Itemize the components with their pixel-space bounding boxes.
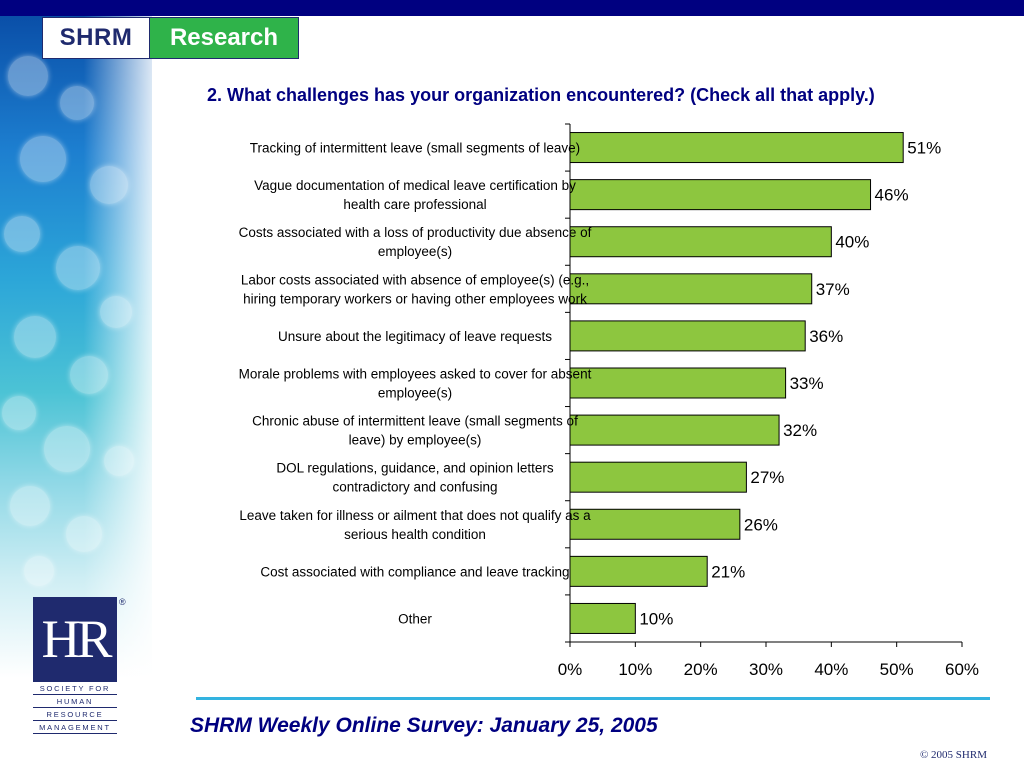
bar-value-label: 33% <box>790 374 824 393</box>
hr-word-4: MANAGEMENT <box>33 720 117 734</box>
category-label: Cost associated with compliance and leav… <box>260 564 569 579</box>
top-bar <box>0 0 1024 16</box>
registered-mark: ® <box>119 597 126 607</box>
shrm-research-logo: SHRM Research <box>42 17 299 59</box>
bar-value-label: 21% <box>711 562 745 581</box>
bar <box>569 320 806 352</box>
bar <box>569 602 636 634</box>
bar-value-label: 51% <box>907 139 941 158</box>
category-label: Leave taken for illness or ailment that … <box>239 508 591 542</box>
bar-value-label: 26% <box>744 515 778 534</box>
bar <box>569 508 741 540</box>
category-label: DOL regulations, guidance, and opinion l… <box>276 461 553 495</box>
x-tick-label: 10% <box>618 660 652 679</box>
footer-title: SHRM Weekly Online Survey: January 25, 2… <box>190 714 658 737</box>
x-tick-label: 40% <box>814 660 848 679</box>
bar-value-label: 37% <box>816 280 850 299</box>
category-label: Other <box>398 611 432 626</box>
category-label: Labor costs associated with absence of e… <box>241 272 589 306</box>
bar-chart: 0% 10% 20% 30% 40% 50% 60% 51% Tracking of inter… <box>239 123 979 679</box>
bar <box>569 461 747 493</box>
logo-research: Research <box>150 17 299 59</box>
bokeh-background <box>0 16 152 768</box>
x-tick-label: 0% <box>558 660 583 679</box>
bar-value-label: 36% <box>809 327 843 346</box>
bar-value-label: 32% <box>783 421 817 440</box>
x-tick-label: 60% <box>945 660 979 679</box>
category-label: Chronic abuse of intermittent leave (sma… <box>252 414 578 448</box>
bar <box>569 367 787 399</box>
x-tick-label: 20% <box>684 660 718 679</box>
hr-word-2: HUMAN <box>33 694 117 707</box>
hr-word-1: SOCIETY FOR <box>33 681 117 694</box>
accent-rule <box>196 697 990 700</box>
bar-value-label: 10% <box>639 609 673 628</box>
bar <box>569 273 813 305</box>
chart-question: 2. What challenges has your organization… <box>207 85 875 105</box>
x-tick-label: 30% <box>749 660 783 679</box>
category-label: Costs associated with a loss of producti… <box>239 225 592 259</box>
category-label: Tracking of intermittent leave (small se… <box>250 141 580 156</box>
bar <box>569 414 780 446</box>
bar <box>569 179 872 211</box>
bar <box>569 226 832 258</box>
hr-mark: HR <box>33 597 117 681</box>
category-label: Morale problems with employees asked to … <box>239 367 592 401</box>
logo-shrm: SHRM <box>42 17 150 59</box>
copyright-text: © 2005 SHRM <box>919 749 987 761</box>
bar-value-label: 40% <box>835 233 869 252</box>
category-label: Vague documentation of medical leave cer… <box>254 178 576 212</box>
bar-value-label: 27% <box>750 468 784 487</box>
bar-value-label: 46% <box>875 186 909 205</box>
bar <box>569 555 708 587</box>
x-tick-label: 50% <box>880 660 914 679</box>
bar <box>569 132 904 164</box>
society-hr-logo: HR ® SOCIETY FOR HUMAN RESOURCE MANAGEME… <box>33 597 126 734</box>
hr-word-3: RESOURCE <box>33 707 117 720</box>
category-label: Unsure about the legitimacy of leave req… <box>278 329 552 344</box>
